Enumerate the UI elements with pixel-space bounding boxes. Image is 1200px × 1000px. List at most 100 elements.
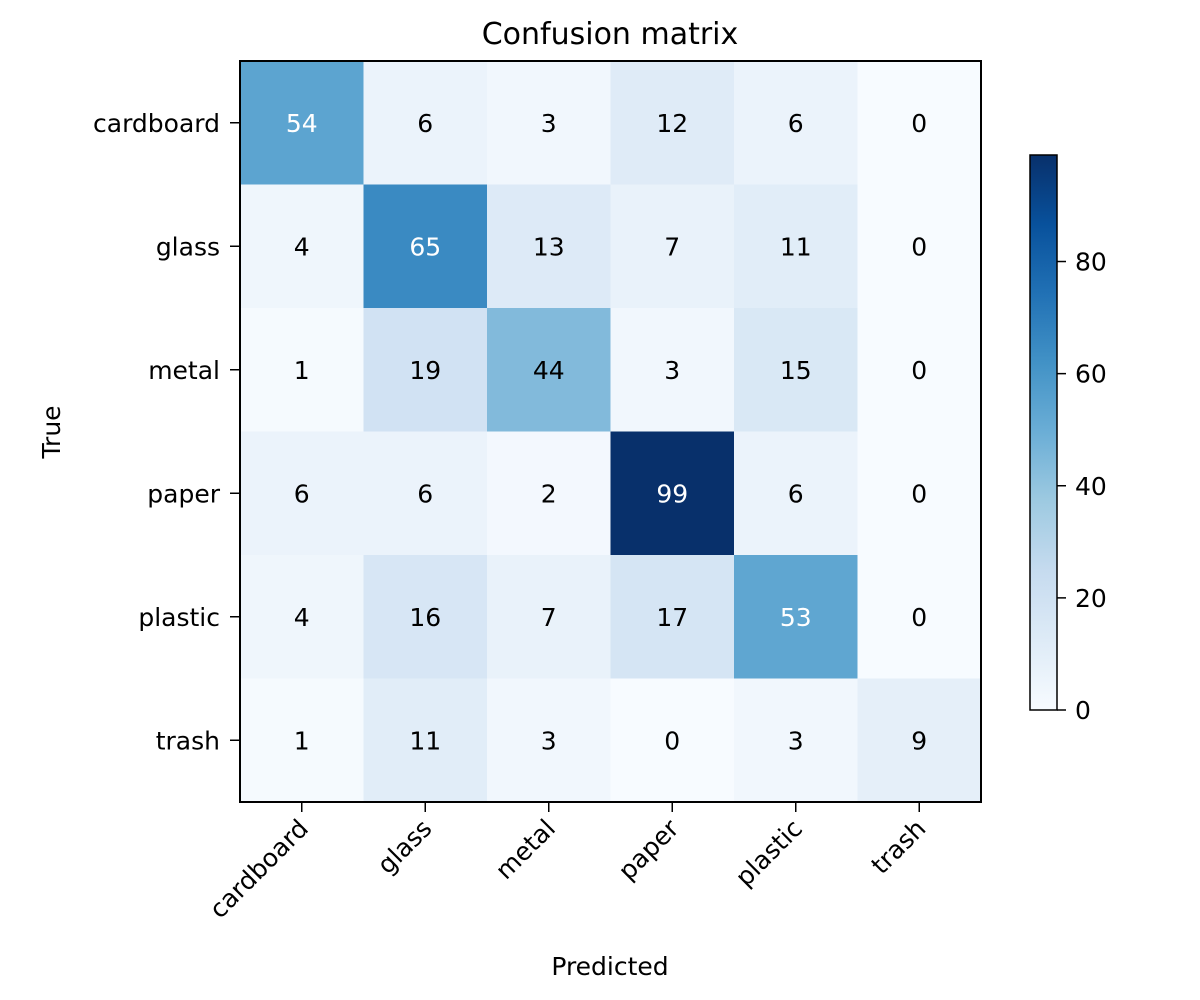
- heatmap-cell: [363, 678, 488, 803]
- heatmap-cell: [240, 431, 364, 556]
- x-tick-label: paper: [613, 813, 685, 885]
- colorbar-ticks: 0 20 40 60 80: [1057, 248, 1107, 725]
- y-tick-label: metal: [148, 356, 220, 385]
- y-axis-ticks: cardboard glass metal paper plastic trash: [93, 109, 240, 755]
- cell-value-label: 0: [911, 109, 927, 138]
- heatmap-cell: [610, 184, 735, 309]
- heatmap-cell: [363, 431, 488, 556]
- heatmap-cell: [240, 678, 364, 803]
- cell-value-label: 3: [664, 356, 680, 385]
- cell-value-label: 15: [780, 356, 812, 385]
- cell-value-label: 99: [656, 479, 688, 508]
- cell-value-label: 0: [911, 232, 927, 261]
- cell-value-label: 17: [656, 603, 688, 632]
- heatmap-cell: [857, 308, 982, 432]
- cell-value-label: 0: [911, 479, 927, 508]
- y-tick-label: paper: [147, 479, 220, 508]
- heatmap-cell: [363, 61, 488, 185]
- heatmap-cell: [734, 678, 858, 803]
- y-tick-label: trash: [156, 726, 220, 755]
- heatmap-cell: [487, 184, 611, 309]
- heatmap-cell: [857, 184, 982, 309]
- cell-value-label: 19: [409, 356, 441, 385]
- cell-value-label: 11: [409, 726, 441, 755]
- cell-value-label: 11: [780, 232, 812, 261]
- cell-value-label: 2: [541, 479, 557, 508]
- cell-value-label: 1: [294, 726, 310, 755]
- x-tick-label: metal: [490, 814, 561, 885]
- cell-value-label: 16: [409, 603, 441, 632]
- cell-value-label: 3: [788, 726, 804, 755]
- cell-value-label: 65: [409, 232, 441, 261]
- cell-value-label: 44: [533, 356, 565, 385]
- cell-value-label: 1: [294, 356, 310, 385]
- cell-value-label: 13: [533, 232, 565, 261]
- heatmap-cell: [734, 308, 858, 432]
- heatmap-cells: [240, 61, 982, 803]
- heatmap-cell-labels: 54 6 3 12 6 04 65 13 7 11 01 19 44 3 15 06 6 2 99 6 04 16 7 17 5…: [286, 109, 927, 756]
- heatmap-cell: [487, 555, 611, 679]
- x-axis-label: Predicted: [551, 952, 668, 981]
- colorbar-tick-label: 40: [1075, 472, 1107, 501]
- heatmap-cell: [240, 184, 364, 309]
- heatmap-cell: [610, 555, 735, 679]
- heatmap-cell: [610, 61, 735, 185]
- heatmap-cell: [857, 431, 982, 556]
- cell-value-label: 3: [541, 109, 557, 138]
- cell-value-label: 6: [788, 479, 804, 508]
- colorbar-tick-label: 80: [1075, 248, 1107, 277]
- cell-value-label: 4: [294, 603, 310, 632]
- heatmap-cell: [363, 308, 488, 432]
- x-axis-ticks: cardboard glass metal paper plastic trash: [204, 802, 932, 924]
- cell-value-label: 6: [417, 109, 433, 138]
- cell-value-label: 3: [541, 726, 557, 755]
- chart-title: Confusion matrix: [482, 17, 739, 52]
- heatmap-cell: [240, 555, 364, 679]
- heatmap-cell: [487, 308, 611, 432]
- heatmap-cell: [734, 61, 858, 185]
- y-tick-label: plastic: [138, 603, 220, 632]
- heatmap-cell: [363, 555, 488, 679]
- colorbar-gradient: [1029, 154, 1058, 711]
- colorbar-tick-label: 60: [1075, 360, 1107, 389]
- heatmap-cell: [857, 61, 982, 185]
- heatmap-cell: [734, 184, 858, 309]
- x-tick-label: glass: [372, 814, 438, 880]
- heatmap-cell: [734, 555, 858, 679]
- heatmap-cell: [610, 431, 735, 556]
- cell-value-label: 12: [656, 109, 688, 138]
- cell-value-label: 4: [294, 232, 310, 261]
- cell-value-label: 0: [911, 603, 927, 632]
- heatmap-cell: [610, 678, 735, 803]
- cell-value-label: 6: [788, 109, 804, 138]
- heatmap-cell: [487, 678, 611, 803]
- y-axis-label: True: [37, 405, 66, 459]
- heatmap-cell: [487, 61, 611, 185]
- x-tick-label: trash: [866, 814, 932, 880]
- heatmap-cell: [240, 61, 364, 185]
- cell-value-label: 54: [286, 109, 318, 138]
- x-tick-label: plastic: [730, 814, 808, 892]
- heatmap-cell: [240, 308, 364, 432]
- colorbar-tick-label: 0: [1075, 696, 1091, 725]
- x-tick-label: cardboard: [204, 814, 314, 924]
- cell-value-label: 6: [417, 479, 433, 508]
- cell-value-label: 7: [664, 232, 680, 261]
- cell-value-label: 7: [541, 603, 557, 632]
- heatmap-cell: [363, 184, 488, 309]
- colorbar-tick-label: 20: [1075, 584, 1107, 613]
- cell-value-label: 6: [294, 479, 310, 508]
- y-tick-label: cardboard: [93, 109, 220, 138]
- cell-value-label: 0: [911, 356, 927, 385]
- plot-frame: [239, 60, 982, 803]
- heatmap-cell: [487, 431, 611, 556]
- heatmap-cell: [857, 555, 982, 679]
- colorbar: 0 20 40 60 80: [1029, 154, 1107, 725]
- heatmap-cell: [734, 431, 858, 556]
- heatmap-cell: [610, 308, 735, 432]
- cell-value-label: 53: [780, 603, 812, 632]
- cell-value-label: 9: [911, 726, 927, 755]
- cell-value-label: 0: [664, 726, 680, 755]
- heatmap-cell: [857, 678, 982, 803]
